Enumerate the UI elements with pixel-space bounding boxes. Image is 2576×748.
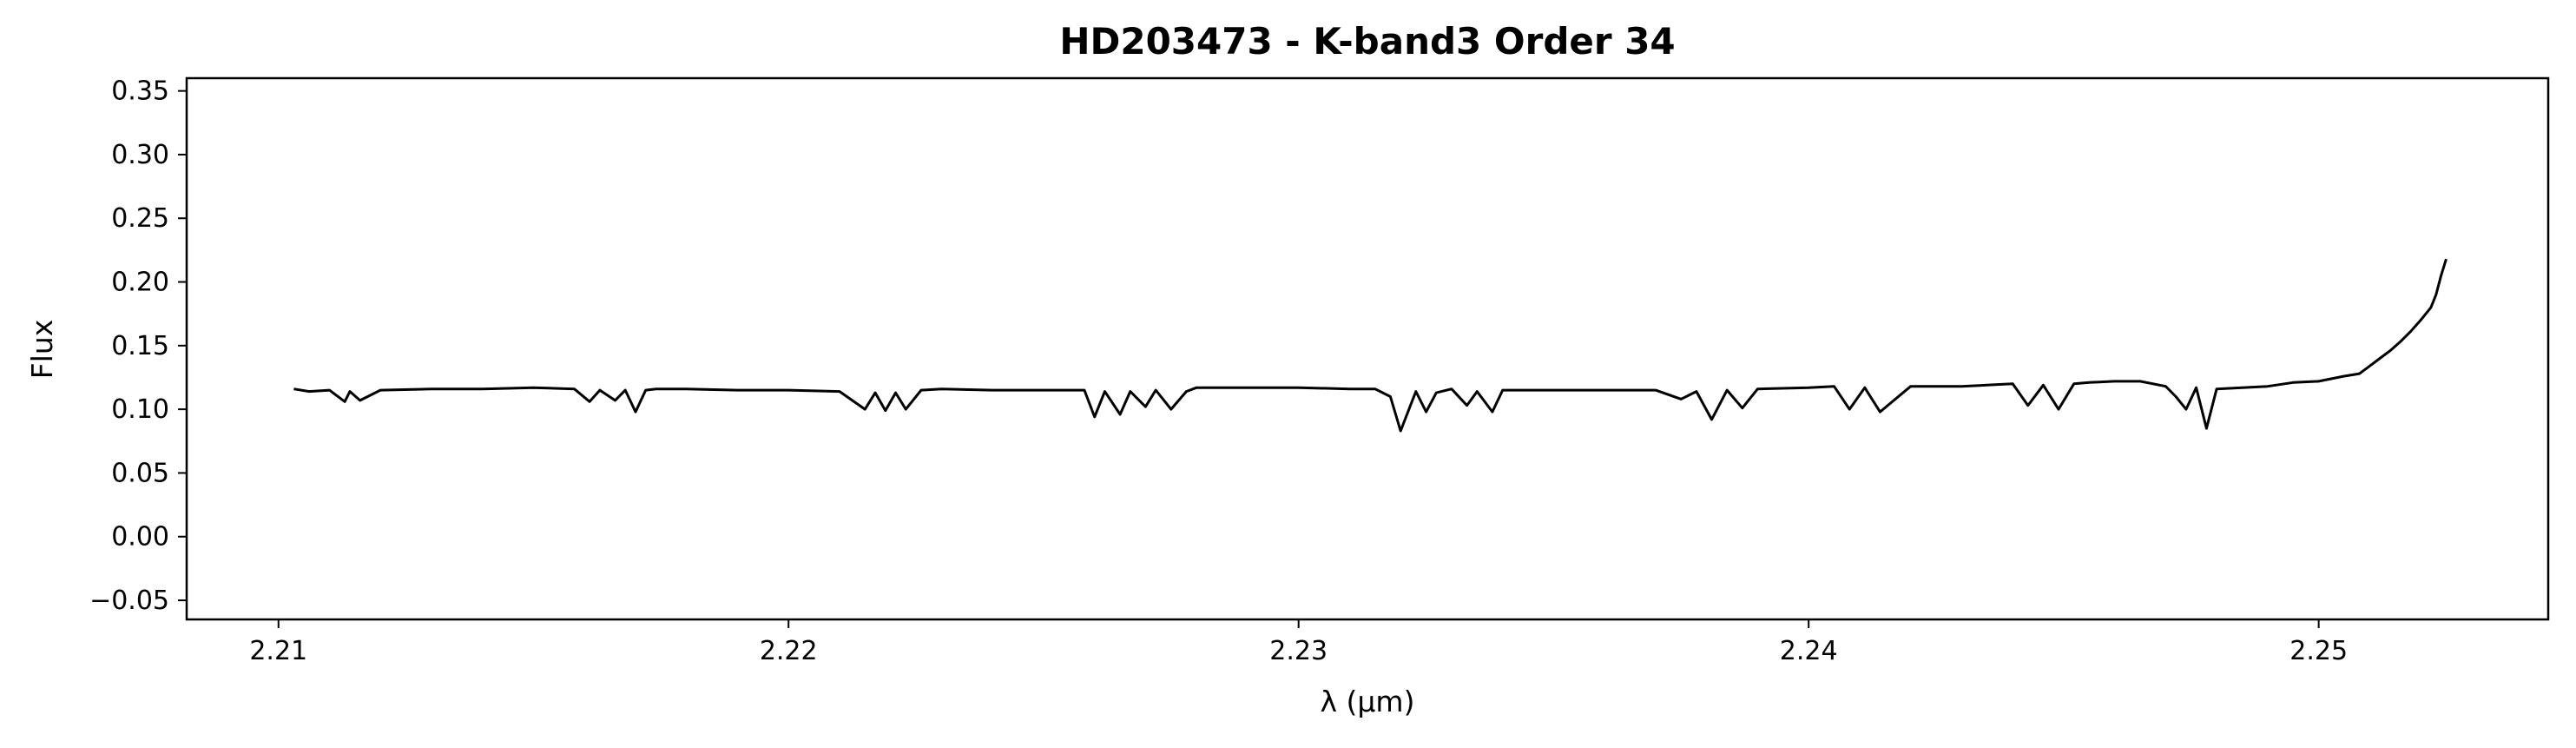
x-tick-label: 2.22: [760, 636, 818, 666]
flux-series-line: [293, 258, 2448, 433]
y-tick-label: 0.20: [111, 268, 169, 298]
y-tick-label: 0.30: [111, 140, 169, 170]
y-tick-label: 0.10: [111, 394, 169, 425]
x-axis-label: λ (μm): [1321, 685, 1415, 718]
y-axis-ticks: −0.05 0.00 0.05 0.10 0.15 0.20 0.25 0.30 0.35: [89, 76, 187, 616]
y-tick-label: 0.00: [111, 522, 169, 553]
x-tick-label: 2.23: [1269, 636, 1328, 666]
y-axis-label: Flux: [25, 320, 59, 380]
y-tick-label: −0.05: [89, 586, 169, 616]
y-tick-label: 0.35: [111, 76, 169, 107]
x-axis-ticks: 2.21 2.22 2.23 2.24 2.25: [249, 619, 2348, 666]
x-tick-label: 2.25: [2289, 636, 2348, 666]
y-tick-label: 0.05: [111, 458, 169, 488]
chart-title: HD203473 - K-band3 Order 34: [1059, 20, 1675, 63]
y-tick-label: 0.15: [111, 331, 169, 361]
x-tick-label: 2.24: [1780, 636, 1838, 666]
y-tick-label: 0.25: [111, 203, 169, 234]
x-tick-label: 2.21: [249, 636, 307, 666]
plot-frame: [185, 76, 2550, 621]
series-group: [293, 258, 2448, 433]
